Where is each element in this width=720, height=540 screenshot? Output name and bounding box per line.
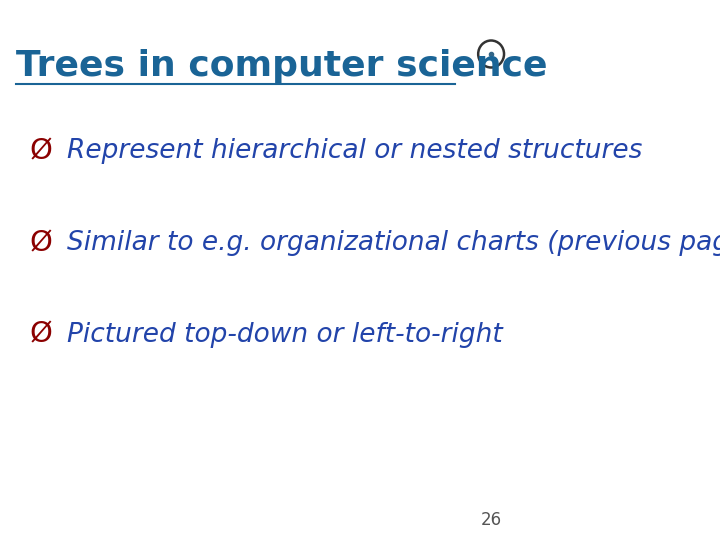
Text: Trees in computer science: Trees in computer science: [16, 49, 547, 83]
Text: Similar to e.g. organizational charts (previous page): Similar to e.g. organizational charts (p…: [67, 230, 720, 256]
Text: 26: 26: [480, 511, 501, 529]
Text: Ø: Ø: [30, 321, 53, 349]
Text: Pictured top-down or left-to-right: Pictured top-down or left-to-right: [67, 322, 503, 348]
Text: Represent hierarchical or nested structures: Represent hierarchical or nested structu…: [67, 138, 642, 164]
Text: Ø: Ø: [30, 137, 53, 165]
Text: Ø: Ø: [30, 229, 53, 257]
